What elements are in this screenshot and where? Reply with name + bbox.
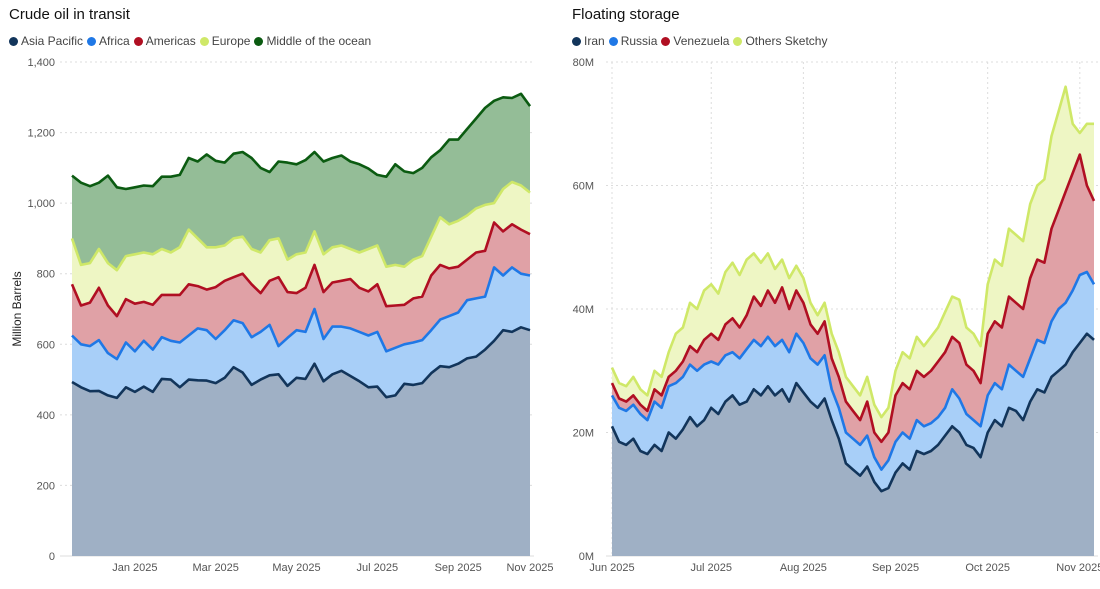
legend-marker-icon xyxy=(733,36,743,46)
y-tick-label: 400 xyxy=(37,410,55,422)
legend-item-europe[interactable]: Europe xyxy=(199,34,251,48)
floating-storage-chart: 0M 20M 40M 60M 80M Jun 2025 Jul 2025 Aug 2025 Se… xyxy=(573,57,1100,574)
legend-label: Africa xyxy=(99,34,130,48)
legend-label: Iran xyxy=(584,34,605,48)
y-tick-label: 60M xyxy=(573,181,594,193)
x-tick-label: Nov 2025 xyxy=(1056,562,1100,574)
legend-item-russia[interactable]: Russia xyxy=(608,34,658,48)
legend-item-americas[interactable]: Americas xyxy=(133,34,196,48)
legend-label: Others Sketchy xyxy=(745,34,828,48)
x-tick-label: Sep 2025 xyxy=(872,562,919,574)
y-tick-label: 0M xyxy=(579,551,594,563)
x-tick-label: Jun 2025 xyxy=(589,562,634,574)
y-tick-label: 200 xyxy=(37,480,55,492)
legend-marker-icon xyxy=(608,36,618,46)
y-tick-label: 80M xyxy=(573,57,594,69)
legend-label: Americas xyxy=(145,34,196,48)
legend-label: Europe xyxy=(211,34,251,48)
legend-marker-icon xyxy=(87,36,97,46)
chart-title: Floating storage xyxy=(572,6,680,23)
line-venezuela xyxy=(610,153,1096,444)
legend-marker-icon xyxy=(661,36,671,46)
legend-marker-icon xyxy=(9,36,18,46)
legend: Iran Russia Venezuela Others Sketchy xyxy=(572,34,831,48)
legend-marker-icon xyxy=(572,36,581,46)
crude-oil-in-transit-panel: Crude oil in transit Asia Pacific Africa A… xyxy=(0,0,554,589)
y-axis-label: Million Barrels xyxy=(10,271,24,346)
x-tick-label: Aug 2025 xyxy=(780,562,827,574)
crude-oil-chart: 0 200 400 600 800 1,000 1,200 1,400 Jan 2025 Mar … xyxy=(10,57,554,574)
legend-marker-icon xyxy=(199,36,209,46)
legend-item-asia-pacific[interactable]: Asia Pacific xyxy=(9,34,83,48)
x-tick-label: Oct 2025 xyxy=(965,562,1010,574)
legend-label: Middle of the ocean xyxy=(266,34,372,48)
x-tick-label: Mar 2025 xyxy=(192,562,238,574)
legend-item-africa[interactable]: Africa xyxy=(87,34,130,48)
plot-area xyxy=(610,85,1096,556)
x-tick-label: May 2025 xyxy=(272,562,320,574)
line-russia xyxy=(610,270,1096,471)
line-iran xyxy=(610,332,1095,493)
y-tick-label: 20M xyxy=(573,428,594,440)
y-tick-label: 1,000 xyxy=(27,198,55,210)
y-tick-label: 40M xyxy=(573,304,594,316)
legend-item-others-sketchy[interactable]: Others Sketchy xyxy=(733,34,827,48)
x-tick-label: Nov 2025 xyxy=(506,562,553,574)
area-iran xyxy=(612,333,1094,556)
plot-area xyxy=(70,92,532,557)
y-tick-label: 600 xyxy=(37,339,55,351)
y-tick-label: 800 xyxy=(37,269,55,281)
legend-label: Asia Pacific xyxy=(21,34,84,48)
legend-item-middle-of-the-ocean[interactable]: Middle of the ocean xyxy=(254,34,371,48)
legend-item-venezuela[interactable]: Venezuela xyxy=(661,34,729,48)
x-tick-label: Jan 2025 xyxy=(112,562,157,574)
x-tick-label: Jul 2025 xyxy=(357,562,399,574)
y-tick-label: 1,200 xyxy=(27,128,55,140)
line-europe xyxy=(70,180,531,272)
legend-marker-icon xyxy=(254,36,264,46)
legend: Asia Pacific Africa Americas Europe Middle o… xyxy=(9,34,375,48)
legend-marker-icon xyxy=(133,36,143,46)
legend-label: Russia xyxy=(620,34,658,48)
floating-storage-panel: Floating storage Iran Russia Venezuela Othe… xyxy=(548,0,1100,589)
y-tick-label: 0 xyxy=(49,551,55,563)
line-africa xyxy=(71,266,531,361)
y-tick-label: 1,400 xyxy=(27,57,55,69)
line-americas xyxy=(70,221,531,318)
legend-label: Venezuela xyxy=(673,34,730,48)
x-tick-label: Jul 2025 xyxy=(690,562,732,574)
line-asia-pacific xyxy=(71,326,531,400)
line-others-sketchy xyxy=(610,85,1094,419)
legend-item-iran[interactable]: Iran xyxy=(572,34,605,48)
chart-title: Crude oil in transit xyxy=(9,6,130,23)
x-tick-label: Sep 2025 xyxy=(435,562,482,574)
line-middle-of-the-ocean xyxy=(71,92,532,191)
